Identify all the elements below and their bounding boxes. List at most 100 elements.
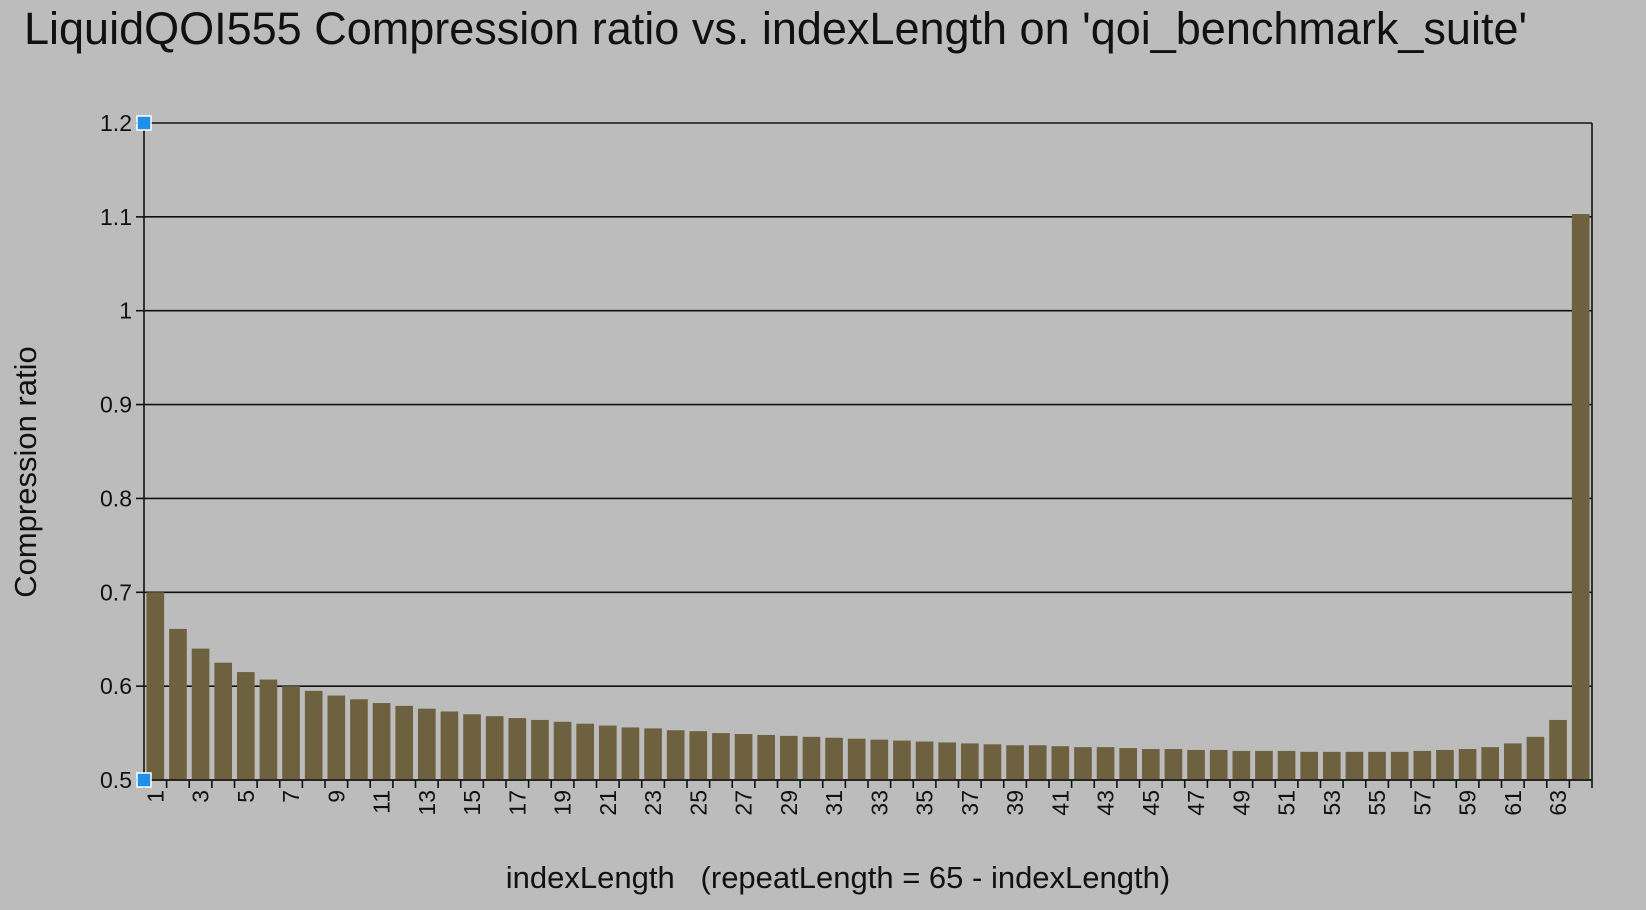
x-tick-label: 17 bbox=[504, 790, 530, 816]
x-tick-label: 27 bbox=[731, 790, 757, 816]
bar bbox=[825, 737, 843, 780]
bar bbox=[1345, 751, 1364, 780]
bar bbox=[870, 739, 889, 780]
y-tick-label: 0.8 bbox=[100, 485, 132, 511]
bar bbox=[779, 735, 798, 780]
y-axis-label: Compression ratio bbox=[8, 346, 43, 598]
bar bbox=[395, 705, 414, 780]
bar bbox=[915, 741, 934, 780]
bar bbox=[1164, 749, 1183, 780]
bar bbox=[1255, 750, 1273, 780]
bar bbox=[666, 730, 685, 780]
x-tick-label: 15 bbox=[459, 790, 485, 816]
bar bbox=[1458, 749, 1477, 780]
bar bbox=[214, 662, 233, 780]
x-tick-label: 21 bbox=[595, 790, 621, 816]
y-tick-label: 0.6 bbox=[100, 673, 132, 699]
x-tick-label: 47 bbox=[1183, 790, 1209, 816]
bar bbox=[146, 592, 165, 780]
x-tick-label: 7 bbox=[278, 790, 304, 803]
bar bbox=[1413, 750, 1432, 780]
bar bbox=[1436, 749, 1454, 780]
x-tick-label: 1 bbox=[142, 790, 168, 803]
bar bbox=[847, 738, 866, 780]
x-tick-label: 49 bbox=[1228, 790, 1254, 816]
bar bbox=[734, 734, 753, 780]
x-tick-label: 55 bbox=[1364, 790, 1390, 816]
bar bbox=[440, 711, 459, 780]
bar bbox=[169, 628, 187, 780]
bar bbox=[621, 727, 640, 780]
bar bbox=[1390, 751, 1409, 780]
bar bbox=[463, 714, 481, 780]
bar bbox=[372, 703, 391, 780]
bar bbox=[1187, 749, 1205, 780]
bar bbox=[191, 648, 210, 780]
bar bbox=[644, 728, 662, 780]
bar bbox=[1119, 748, 1138, 780]
x-tick-label: 39 bbox=[1002, 790, 1028, 816]
bar bbox=[259, 679, 278, 780]
bar bbox=[1549, 719, 1567, 780]
x-tick-label: 45 bbox=[1138, 790, 1164, 816]
x-tick-label: 29 bbox=[776, 790, 802, 816]
y-tick-label: 1.2 bbox=[100, 110, 132, 136]
bar bbox=[1074, 747, 1092, 780]
gridlines bbox=[144, 122, 1592, 781]
bar bbox=[1368, 751, 1386, 780]
bar bbox=[1051, 746, 1070, 780]
bar bbox=[598, 725, 617, 780]
bar bbox=[1096, 747, 1115, 780]
selection-handles[interactable] bbox=[136, 115, 152, 788]
bar bbox=[960, 743, 979, 780]
y-tick-label: 0.9 bbox=[100, 392, 132, 418]
bar bbox=[1232, 750, 1251, 780]
x-tick-label: 25 bbox=[685, 790, 711, 816]
selection-handle-bottom[interactable] bbox=[136, 772, 152, 788]
x-tick-label: 57 bbox=[1409, 790, 1435, 816]
x-tick-label: 33 bbox=[866, 790, 892, 816]
bar bbox=[893, 740, 911, 780]
x-tick-label: 43 bbox=[1093, 790, 1119, 816]
x-tick-label: 31 bbox=[821, 790, 847, 816]
x-tick-label: 53 bbox=[1319, 790, 1345, 816]
chart-title: LiquidQOI555 Compression ratio vs. index… bbox=[24, 3, 1527, 54]
bar bbox=[1481, 747, 1500, 780]
bar bbox=[1277, 750, 1296, 780]
x-tick-label: 13 bbox=[414, 790, 440, 816]
y-tick-label: 1 bbox=[119, 298, 132, 324]
bar bbox=[1503, 743, 1522, 780]
x-tick-label: 59 bbox=[1455, 790, 1481, 816]
bar bbox=[553, 721, 572, 780]
bar bbox=[1006, 745, 1024, 780]
bar bbox=[236, 672, 255, 780]
selection-handle-top[interactable] bbox=[136, 115, 152, 131]
bar bbox=[327, 695, 346, 780]
bar bbox=[350, 699, 368, 780]
x-axis-label: indexLength (repeatLength = 65 - indexLe… bbox=[506, 860, 1170, 895]
x-tick-label: 37 bbox=[957, 790, 983, 816]
bar bbox=[1028, 745, 1047, 780]
x-tick-label: 23 bbox=[640, 790, 666, 816]
bar bbox=[1209, 749, 1228, 780]
bar bbox=[304, 690, 323, 780]
x-tick-label: 9 bbox=[323, 790, 349, 803]
x-tick-label: 41 bbox=[1047, 790, 1073, 816]
x-tick-label: 35 bbox=[912, 790, 938, 816]
x-tick-label: 63 bbox=[1545, 790, 1571, 816]
x-ticks: 1 3 5 7 9 11 13 15 17 19 21 23 25 27 29 31 33 35 37 39 41 43 4… bbox=[142, 780, 1593, 816]
y-tick-label: 0.7 bbox=[100, 579, 132, 605]
bar bbox=[938, 742, 957, 780]
bar bbox=[417, 708, 436, 780]
bar bbox=[983, 744, 1002, 780]
bar bbox=[1141, 749, 1160, 780]
bar bbox=[689, 731, 708, 780]
x-tick-label: 19 bbox=[550, 790, 576, 816]
bar bbox=[1571, 214, 1590, 780]
bar bbox=[531, 719, 549, 780]
x-tick-label: 11 bbox=[369, 790, 395, 814]
bar bbox=[1300, 751, 1319, 780]
bar bbox=[508, 718, 527, 780]
x-tick-label: 5 bbox=[233, 790, 259, 803]
